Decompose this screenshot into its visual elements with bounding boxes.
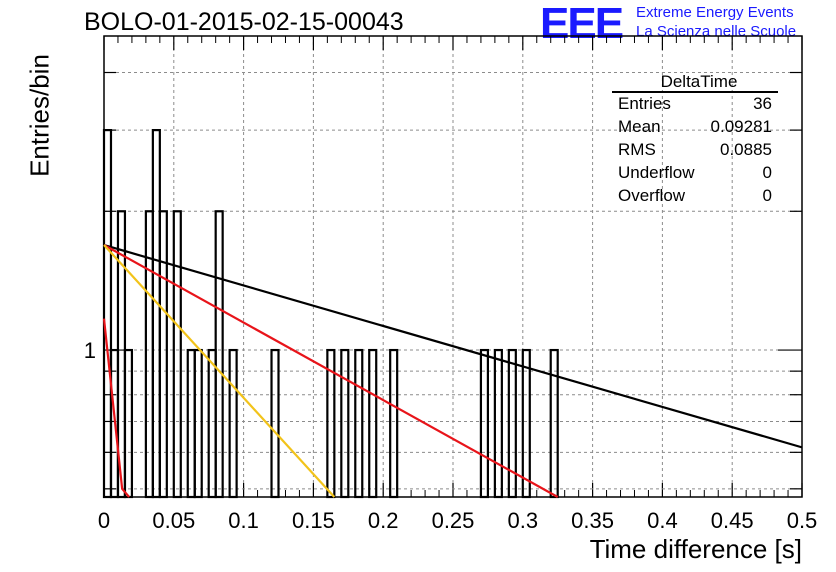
stats-row-label: RMS [618,140,656,159]
eee-logo: EEE [540,0,624,48]
fit-line-red-steep [102,318,130,498]
histogram-bin [326,348,336,499]
x-tick-label: 0.2 [368,508,399,533]
stats-row-value: 36 [753,94,772,113]
x-tick-label: 0.35 [571,508,614,533]
x-tick-label: 0.1 [228,508,259,533]
histogram-bin [354,348,364,499]
stats-row-label: Underflow [618,163,695,182]
histogram-bin [479,348,490,499]
stats-row-value: 0.0885 [720,140,772,159]
x-tick-label: 0.45 [711,508,754,533]
x-tick-label: 0 [98,508,110,533]
plot-title: BOLO-01-2015-02-15-00043 [84,8,404,36]
x-tick-label: 0.05 [152,508,195,533]
histogram-bin [123,348,134,499]
stats-row-label: Mean [618,117,661,136]
y-tick-label: 1 [84,338,96,363]
histogram-bin [270,348,280,499]
fit-line-red [103,244,559,498]
stats-row-label: Overflow [618,186,686,205]
histogram-bin [340,348,350,499]
stats-title: DeltaTime [661,72,738,91]
histogram-bin [193,348,203,499]
logo-line-1: Extreme Energy Events [636,4,794,21]
x-tick-label: 0.5 [787,508,818,533]
histogram-bin [228,348,238,499]
histogram-bin [158,210,168,499]
histogram-bin [507,348,517,499]
histogram-bin [521,348,531,499]
fit-line-black [103,243,803,449]
stats-row-label: Entries [618,94,671,113]
histogram-bin [214,210,224,499]
histogram-bin [102,128,113,499]
x-axis-label: Time difference [s] [589,534,802,564]
histogram-bin [368,348,378,499]
histogram-bin [549,348,559,499]
histogram-bin [389,348,399,499]
x-tick-label: 0.25 [432,508,475,533]
stats-row-value: 0.09281 [711,117,772,136]
histogram-bin [172,210,182,499]
histogram-bin [493,348,503,499]
x-tick-label: 0.15 [292,508,335,533]
fit-line-yellow [103,244,336,498]
stats-row-value: 0 [763,186,772,205]
x-tick-label: 0.3 [508,508,539,533]
x-tick-label: 0.4 [647,508,678,533]
stats-row-value: 0 [763,163,772,182]
